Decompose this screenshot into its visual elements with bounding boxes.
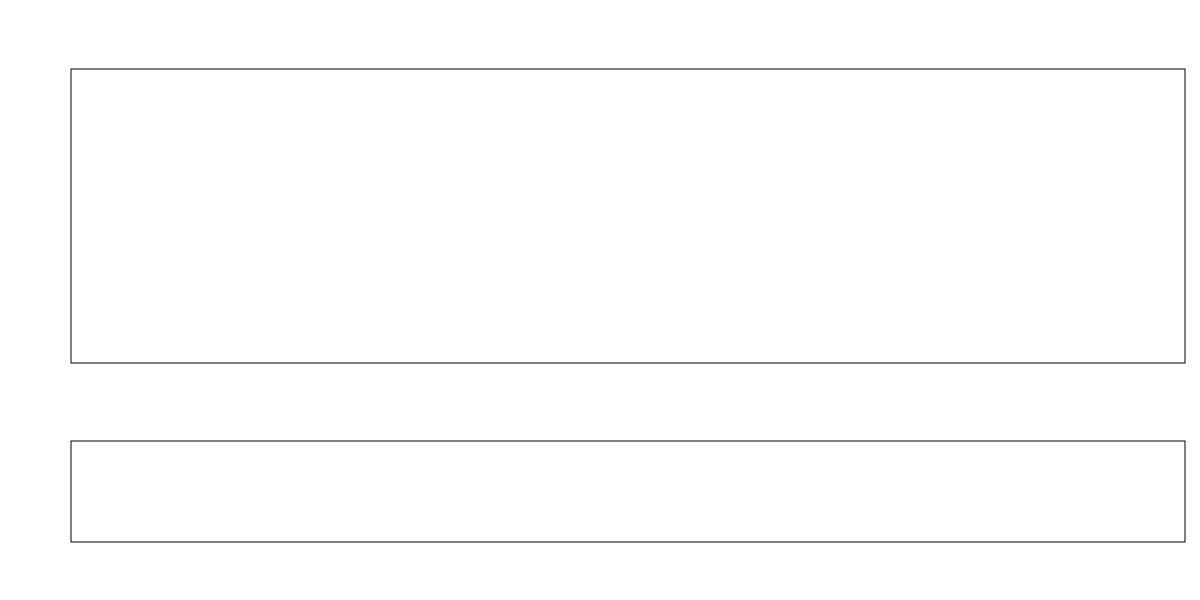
power-plot-frame bbox=[70, 440, 1186, 543]
price-plot-frame bbox=[70, 68, 1186, 364]
